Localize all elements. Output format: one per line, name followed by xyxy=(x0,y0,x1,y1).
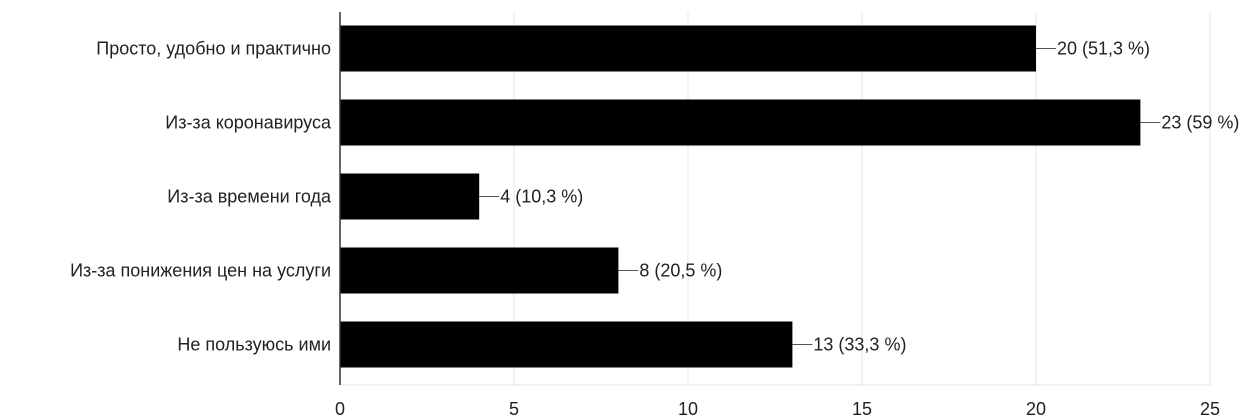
axes xyxy=(339,12,1210,386)
bar xyxy=(340,247,619,294)
x-tick-label: 0 xyxy=(335,399,345,419)
data-label: 23 (59 %) xyxy=(1161,113,1239,133)
labels: 0 5 10 15 20 25 Просто, удобно и практично 20 (… xyxy=(70,39,1239,419)
category-label: Из-за понижения цен на услуги xyxy=(70,261,331,281)
data-label: 13 (33,3 %) xyxy=(813,335,906,355)
bar xyxy=(340,25,1036,72)
x-tick-label: 10 xyxy=(678,399,698,419)
bars xyxy=(340,25,1141,368)
category-label: Просто, удобно и практично xyxy=(96,39,331,59)
data-label: 4 (10,3 %) xyxy=(500,187,583,207)
category-label: Из-за времени года xyxy=(167,187,332,207)
x-tick-label: 5 xyxy=(509,399,519,419)
bar xyxy=(340,173,480,220)
data-label: 8 (20,5 %) xyxy=(639,261,722,281)
data-label: 20 (51,3 %) xyxy=(1057,39,1150,59)
bar xyxy=(340,99,1141,146)
bar xyxy=(340,321,793,368)
x-tick-label: 15 xyxy=(852,399,872,419)
x-tick-label: 25 xyxy=(1200,399,1220,419)
category-label: Из-за коронавируса xyxy=(165,113,332,133)
x-tick-label: 20 xyxy=(1026,399,1046,419)
category-label: Не пользуюсь ими xyxy=(177,335,331,355)
